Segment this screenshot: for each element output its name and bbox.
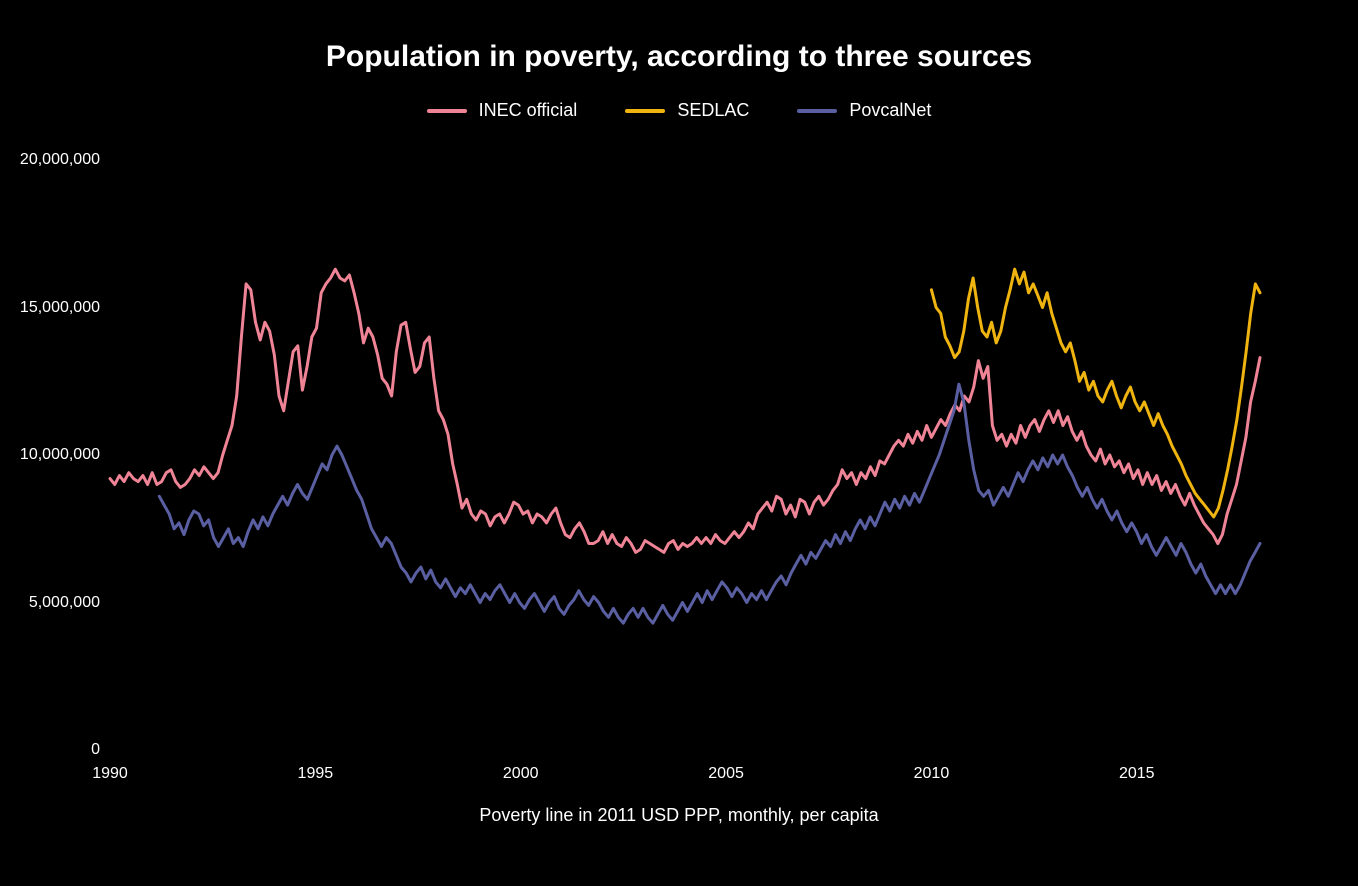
legend-item-inec: INEC official [427, 100, 578, 121]
chart-container: Population in poverty, according to thre… [0, 0, 1358, 886]
x-axis-caption: Poverty line in 2011 USD PPP, monthly, p… [0, 805, 1358, 826]
legend-label-sedlac: SEDLAC [677, 100, 749, 121]
series-line [931, 269, 1260, 517]
y-tick-label: 20,000,000 [10, 151, 100, 169]
x-tick-label: 1990 [92, 765, 128, 783]
y-tick-label: 5,000,000 [10, 594, 100, 612]
plot-area [110, 160, 1260, 750]
x-tick-label: 2010 [914, 765, 950, 783]
legend: INEC official SEDLAC PovcalNet [0, 100, 1358, 121]
y-tick-label: 10,000,000 [10, 446, 100, 464]
legend-swatch-sedlac [625, 109, 665, 113]
x-tick-label: 2005 [708, 765, 744, 783]
x-tick-label: 2015 [1119, 765, 1155, 783]
y-tick-label: 0 [10, 741, 100, 759]
legend-swatch-povcalnet [797, 109, 837, 113]
x-tick-label: 2000 [503, 765, 539, 783]
legend-label-inec: INEC official [479, 100, 578, 121]
legend-swatch-inec [427, 109, 467, 113]
y-tick-label: 15,000,000 [10, 299, 100, 317]
x-tick-label: 1995 [298, 765, 334, 783]
legend-item-sedlac: SEDLAC [625, 100, 749, 121]
chart-title: Population in poverty, according to thre… [0, 40, 1358, 74]
series-line [159, 384, 1260, 623]
series-line [110, 269, 1260, 552]
legend-item-povcalnet: PovcalNet [797, 100, 931, 121]
legend-label-povcalnet: PovcalNet [849, 100, 931, 121]
